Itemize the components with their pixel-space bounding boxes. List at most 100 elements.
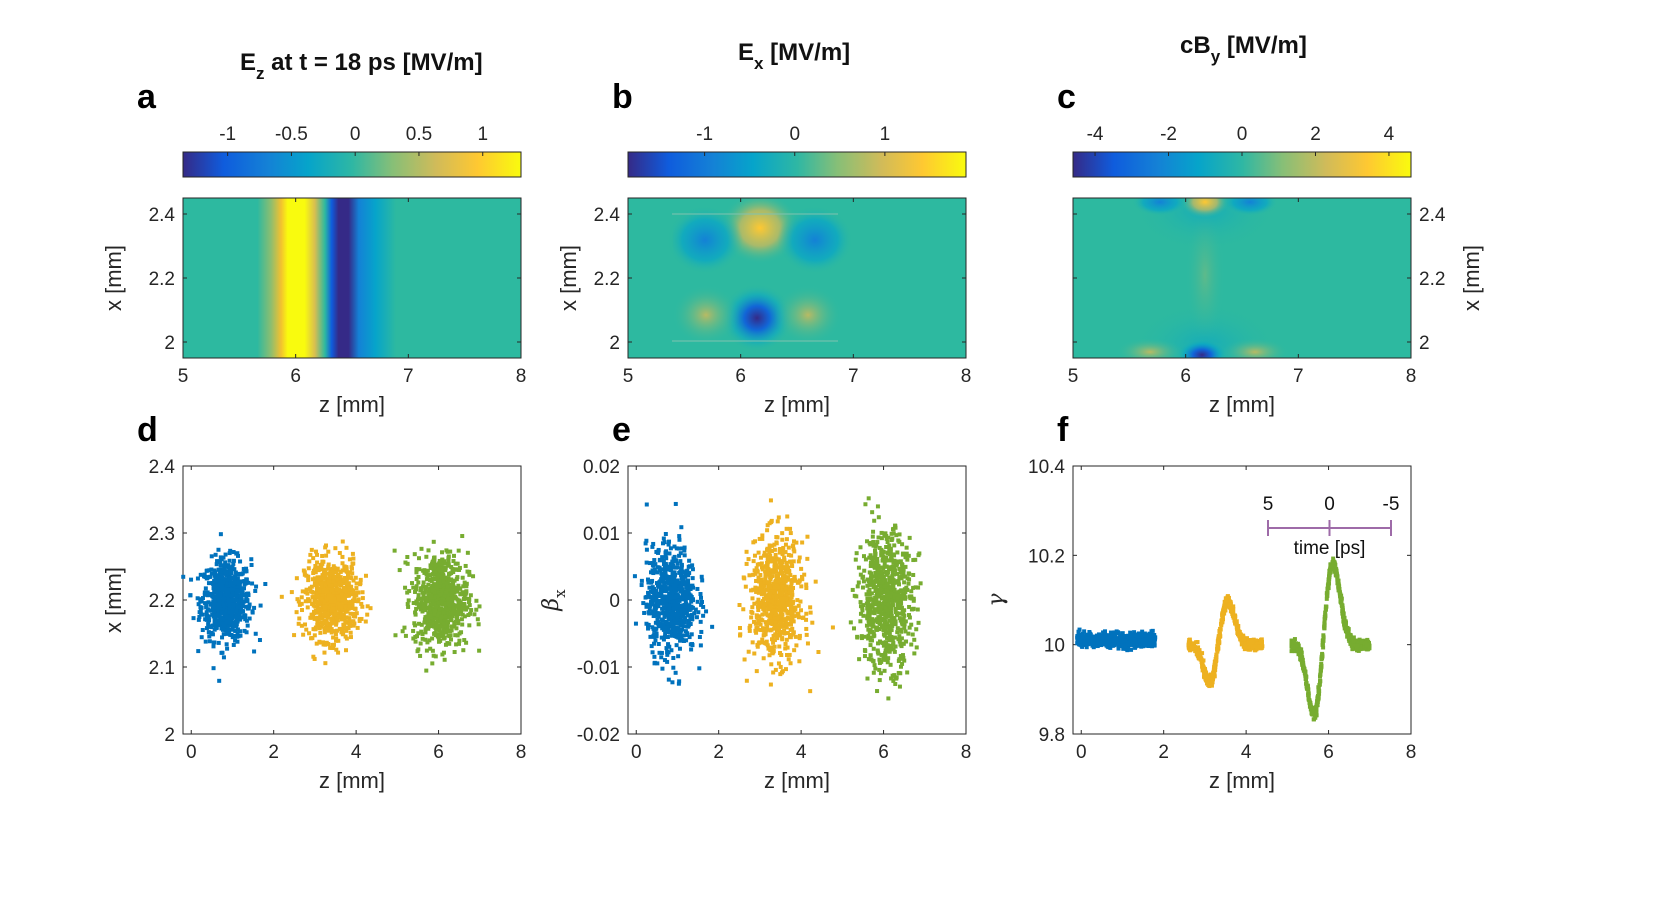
scatter-point-e [873,588,878,593]
scatter-point-e [763,596,768,601]
scatter-point-e [883,601,888,606]
scatter-point-d [245,598,250,603]
scatter-point-e [830,625,835,630]
colorbar-c-tick-label: -2 [1160,124,1177,145]
scatter-point-d [313,570,318,575]
scatter-point-f [1126,633,1131,638]
scatter-point-d [428,566,433,571]
scatter-point-d [326,564,331,569]
scatter-point-e [771,633,776,638]
scatter-point-e [664,646,669,651]
scatter-point-d [209,554,214,559]
scatter-point-e [771,670,776,675]
scatter-point-d [328,597,333,602]
scatter-point-e [898,642,903,647]
scatter-point-d [206,630,211,635]
scatter-point-d [456,619,461,624]
scatter-point-d [351,556,356,561]
scatter-point-e [662,606,667,611]
x-tick-label-a: 8 [516,366,527,387]
scatter-point-e [895,571,900,576]
scatter-point-e [865,583,870,588]
scatter-point-e [912,651,917,656]
scatter-point-d [403,560,408,565]
scatter-point-d [397,568,402,573]
scatter-point-e [690,642,695,647]
scatter-point-d [420,609,425,614]
scatter-point-e [771,581,776,586]
scatter-point-e [898,627,903,632]
scatter-point-d [228,617,233,622]
scatter-point-d [313,625,318,630]
scatter-point-d [221,568,226,573]
scatter-point-d [320,593,325,598]
scatter-point-e [872,598,877,603]
colorbar-b [627,151,967,178]
scatter-point-d [454,577,459,582]
scatter-point-e [676,681,681,686]
scatter-point-d [253,631,258,636]
scatter-point-d [441,630,446,635]
scatter-point-e [757,640,762,645]
scatter-point-e [899,605,904,610]
scatter-point-f [1129,647,1134,652]
scatter-point-d [229,571,234,576]
scatter-point-d [207,591,212,596]
scatter-point-e [915,607,920,612]
scatter-point-e [888,596,893,601]
scatter-point-e [771,640,776,645]
scatter-point-e [646,590,651,595]
scatter-point-d [344,593,349,598]
scatter-point-d [345,588,350,593]
scatter-point-d [218,591,223,596]
scatter-point-d [225,582,230,587]
scatter-point-e [670,611,675,616]
scatter-point-e [903,574,908,579]
scatter-point-e [756,597,761,602]
scatter-point-f [1083,638,1088,643]
scatter-point-d [215,607,220,612]
scatter-point-d [216,587,221,592]
scatter-point-e [679,525,684,530]
scatter-point-e [875,578,880,583]
scatter-point-d [254,584,259,589]
scatter-point-e [885,588,890,593]
scatter-point-e [779,615,784,620]
scatter-point-d [250,581,255,586]
scatter-point-d [231,642,236,647]
scatter-point-d [405,561,410,566]
scatter-point-d [435,594,440,599]
panel-label-e: e [612,411,631,449]
scatter-point-e [868,560,873,565]
scatter-point-e [904,585,909,590]
scatter-point-d [238,615,243,620]
scatter-point-e [772,638,777,643]
scatter-point-e [893,523,898,528]
scatter-point-d [436,597,441,602]
scatter-point-d [308,552,313,557]
scatter-point-d [227,606,232,611]
scatter-point-e [742,657,747,662]
scatter-point-e [671,563,676,568]
scatter-point-e [646,626,651,631]
scatter-point-d [451,559,456,564]
scatter-point-e [800,577,805,582]
scatter-point-d [295,597,300,602]
scatter-point-e [671,620,676,625]
scatter-point-f [1082,629,1087,634]
scatter-point-e [878,580,883,585]
x-axis-label-e: z [mm] [764,768,830,793]
ex-left-fade [628,198,673,358]
scatter-point-d [438,619,443,624]
scatter-point-e [887,618,892,623]
scatter-point-d [424,577,429,582]
scatter-point-e [784,597,789,602]
scatter-point-e [765,546,770,551]
scatter-point-d [413,589,418,594]
scatter-point-e [859,636,864,641]
scatter-point-e [741,575,746,580]
scatter-point-e [665,611,670,616]
scatter-point-e [678,618,683,623]
scatter-point-d [327,575,332,580]
scatter-point-e [699,574,704,579]
